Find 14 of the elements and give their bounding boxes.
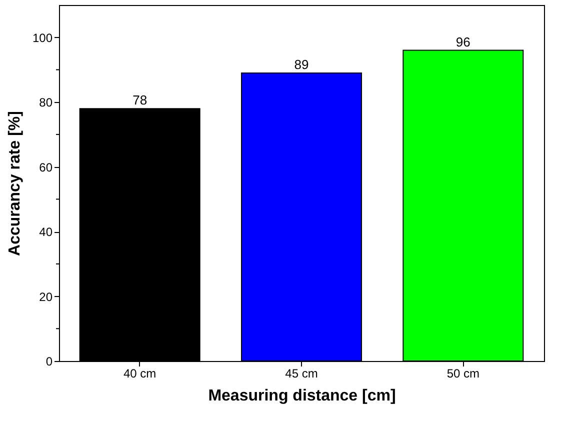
x-tick-label: 50 cm [446, 366, 480, 380]
y-tick-label: 0 [46, 354, 53, 368]
x-tick-label: 45 cm [285, 366, 318, 380]
y-tick-label: 100 [32, 30, 53, 45]
y-tick-label: 60 [39, 160, 53, 174]
data-label: 78 [132, 92, 148, 108]
y-axis-title: Accurancy rate [%] [6, 111, 24, 256]
x-tick-label: 40 cm [123, 366, 156, 380]
y-tick-label: 20 [39, 290, 53, 304]
x-axis-title: Measuring distance [cm] [208, 388, 396, 404]
data-label: 96 [456, 34, 470, 50]
y-tick-label: 80 [39, 96, 53, 110]
data-label: 89 [294, 56, 309, 72]
y-tick-label: 40 [39, 225, 53, 240]
